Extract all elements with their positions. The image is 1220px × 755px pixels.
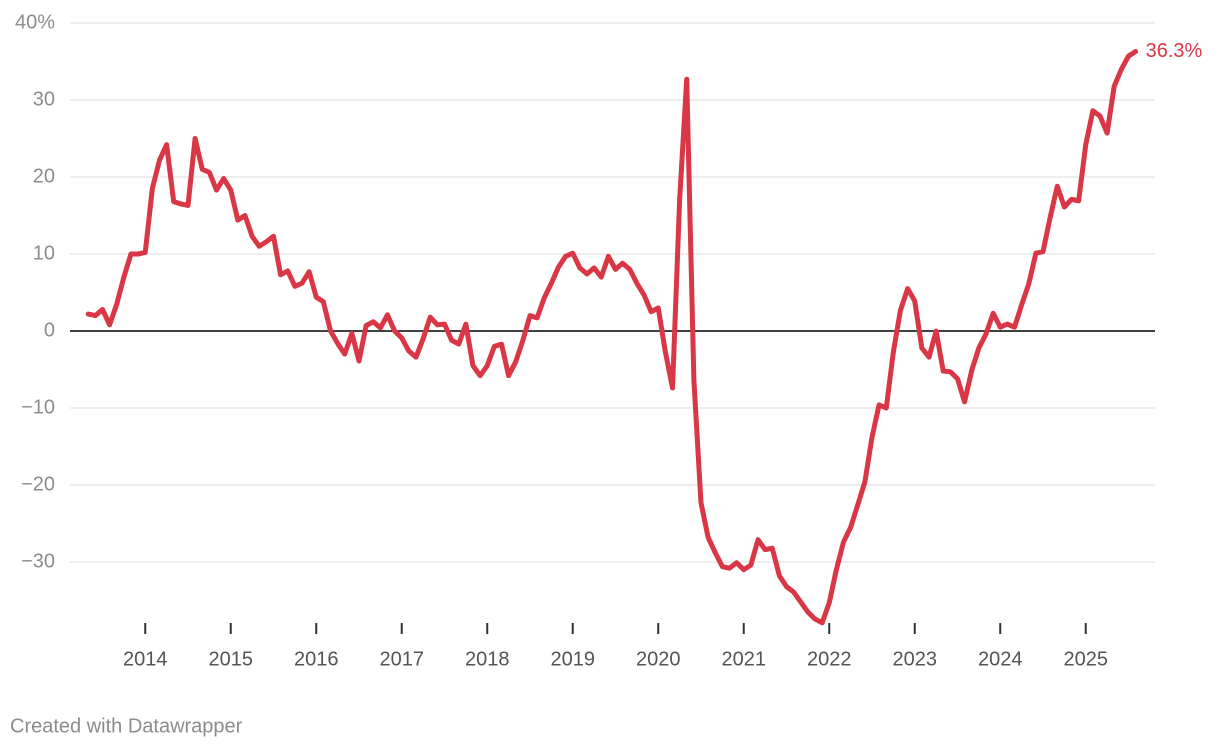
footer: Created with Datawrapper [10, 715, 243, 737]
x-tick-label: 2023 [892, 648, 937, 670]
y-tick-label: 30 [33, 88, 55, 110]
x-tick-label: 2014 [123, 648, 168, 670]
x-tick-label: 2020 [636, 648, 681, 670]
y-tick-label: 20 [33, 165, 55, 187]
x-tick-label: 2025 [1063, 648, 1108, 670]
y-tick-label: −20 [21, 473, 55, 495]
x-tick-label: 2024 [978, 648, 1023, 670]
y-tick-label: 40% [15, 11, 55, 33]
x-tick-label: 2018 [465, 648, 510, 670]
x-tick-label: 2015 [208, 648, 253, 670]
x-tick-label: 2016 [294, 648, 339, 670]
y-tick-label: 0 [44, 319, 55, 341]
x-tick-label: 2021 [721, 648, 766, 670]
x-tick-label: 2019 [550, 648, 595, 670]
y-tick-label: −10 [21, 396, 55, 418]
y-tick-label: −30 [21, 550, 55, 572]
y-tick-label: 10 [33, 242, 55, 264]
x-tick-label: 2022 [807, 648, 852, 670]
line [85, 48, 1139, 626]
value-label: 36.3% [1146, 40, 1203, 62]
x-tick-label: 2017 [379, 648, 424, 670]
